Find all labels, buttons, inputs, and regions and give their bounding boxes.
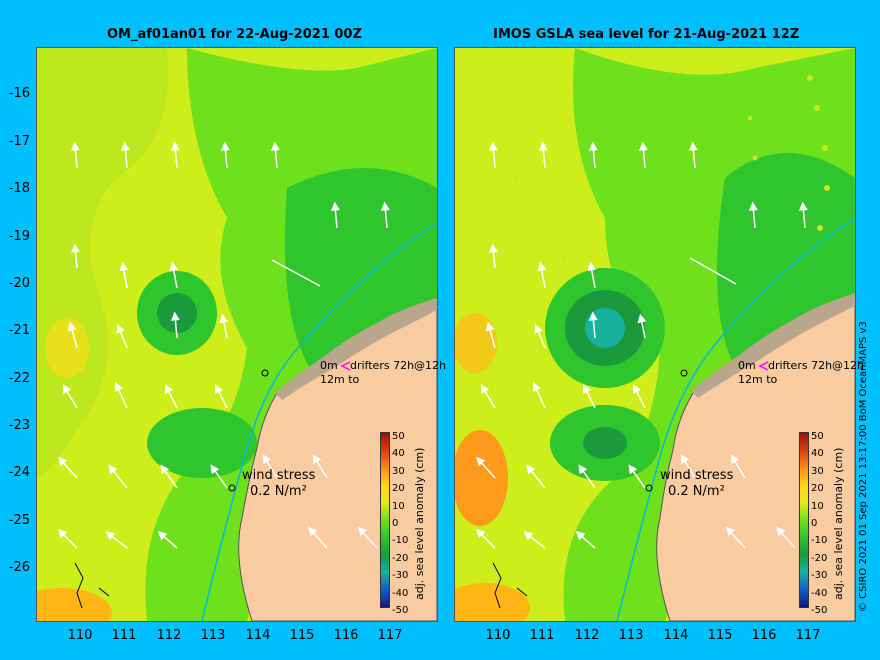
y-tick-label: -23	[8, 418, 30, 433]
colorbar-tick-label: 10	[811, 500, 824, 512]
left-colorbar-ticks: 50 40 30 20 10 0 -10 -20 -30 -40 -50	[392, 428, 408, 619]
x-tick-label: 112	[574, 628, 600, 643]
y-tick-label: -19	[8, 229, 30, 244]
x-tick-label: 110	[485, 628, 511, 643]
right-drifters-window: 12m to	[738, 373, 778, 386]
anomaly-positive-spot	[455, 313, 497, 373]
drifter-marker-icon	[758, 361, 769, 371]
x-tick-label: 116	[751, 628, 777, 643]
colorbar-tick-label: 50	[392, 431, 405, 442]
y-tick-label: -25	[8, 513, 30, 528]
left-panel-title: OM_af01an01 for 22-Aug-2021 00Z	[107, 27, 362, 42]
coastal-shelf	[275, 298, 437, 400]
drifter-station	[261, 369, 269, 377]
x-tick-label: 117	[795, 628, 821, 643]
drifter-station-2	[228, 484, 236, 492]
left-colorbar-label: adj. sea level anomaly (cm)	[413, 447, 426, 600]
current-track-line	[616, 217, 855, 621]
colorbar-tick-label: 20	[392, 483, 405, 495]
x-tick-label: 114	[663, 628, 689, 643]
colorbar-tick-label: -30	[811, 570, 828, 582]
x-tick-label: 111	[529, 628, 555, 643]
left-drifters-text: drifters 72h@12h	[350, 359, 447, 372]
copyright-credit: © CSIRO 2021 01 Sep 2021 13:17:00 BoM Oc…	[858, 321, 869, 612]
left-drifters-depth: 0m	[320, 359, 338, 372]
x-tick-label: 113	[200, 628, 226, 643]
coastal-shelf	[691, 293, 855, 398]
colorbar-tick-label: 30	[392, 465, 405, 477]
drifter-station-2	[645, 484, 653, 492]
colorbar-tick-label: 20	[811, 483, 824, 495]
wind-reference-line	[689, 257, 737, 285]
wind-vector-field	[57, 141, 390, 549]
colorbar-tick-label: -40	[811, 587, 828, 599]
colorbar-tick-label: 30	[811, 465, 824, 477]
wind-reference-line	[271, 259, 321, 287]
colorbar-tick-label: 40	[811, 448, 824, 460]
wind-vector-field	[475, 141, 808, 549]
x-tick-label: 114	[245, 628, 271, 643]
eddy-south	[147, 408, 257, 478]
right-wind-scale: 0.2 N/m²	[668, 484, 725, 499]
colorbar-tick-label: 10	[392, 500, 405, 512]
anomaly-highest-spot	[455, 583, 530, 621]
colorbar-tick-label: -20	[811, 552, 828, 564]
drifter-marker-icon	[340, 361, 351, 371]
eddy-south-core	[583, 427, 627, 459]
x-tick-label: 113	[618, 628, 644, 643]
colorbar-tick-label: 50	[811, 431, 824, 442]
colorbar-tick-label: 0	[392, 518, 399, 530]
y-tick-label: -21	[8, 323, 30, 338]
y-tick-label: -18	[8, 181, 30, 196]
y-tick-label: -26	[8, 560, 30, 575]
right-drifters-depth: 0m	[738, 359, 756, 372]
left-drifters-window: 12m to	[320, 373, 360, 386]
x-tick-label: 117	[377, 628, 403, 643]
right-panel-title: IMOS GSLA sea level for 21-Aug-2021 12Z	[493, 27, 800, 42]
x-tick-label: 115	[289, 628, 315, 643]
drifter-station	[680, 369, 688, 377]
y-tick-label: -16	[8, 86, 30, 101]
drifter-tracks	[74, 562, 110, 609]
right-colorbar-label: adj. sea level anomaly (cm)	[832, 447, 845, 600]
colorbar-tick-label: 40	[392, 448, 405, 460]
x-tick-label: 110	[67, 628, 93, 643]
right-colorbar	[799, 432, 809, 608]
x-tick-label: 116	[333, 628, 359, 643]
eddy-core	[585, 308, 625, 348]
anomaly-high-spot	[455, 430, 508, 526]
left-wind-scale: 0.2 N/m²	[250, 484, 307, 499]
right-colorbar-ticks: 50 40 30 20 10 0 -10 -20 -30 -40 -50	[811, 428, 827, 619]
left-colorbar	[380, 432, 390, 608]
x-tick-label: 111	[111, 628, 137, 643]
y-tick-label: -22	[8, 371, 30, 386]
anomaly-highest-spot	[37, 588, 112, 621]
y-tick-label: -17	[8, 134, 30, 149]
x-tick-label: 115	[707, 628, 733, 643]
right-map-panel[interactable]	[454, 47, 856, 622]
colorbar-tick-label: -10	[811, 535, 828, 547]
y-tick-label: -24	[8, 465, 30, 480]
drifter-tracks	[492, 562, 528, 609]
colorbar-tick-label: 0	[811, 518, 818, 530]
left-wind-label: wind stress	[242, 468, 316, 483]
colorbar-tick-label: -50	[811, 605, 828, 617]
colorbar-tick-label: -10	[392, 535, 409, 547]
left-map-panel[interactable]	[36, 47, 438, 622]
colorbar-tick-label: -20	[392, 552, 409, 564]
altimetry-track-dots	[512, 75, 830, 261]
colorbar-tick-label: -40	[392, 587, 409, 599]
right-drifters-text: drifters 72h@12h	[768, 359, 865, 372]
anomaly-high-spot	[45, 318, 89, 378]
colorbar-tick-label: -30	[392, 570, 409, 582]
current-track-line	[201, 222, 437, 621]
y-tick-label: -20	[8, 276, 30, 291]
eddy-core	[157, 293, 197, 333]
colorbar-tick-label: -50	[392, 605, 409, 617]
x-tick-label: 112	[156, 628, 182, 643]
right-wind-label: wind stress	[660, 468, 734, 483]
